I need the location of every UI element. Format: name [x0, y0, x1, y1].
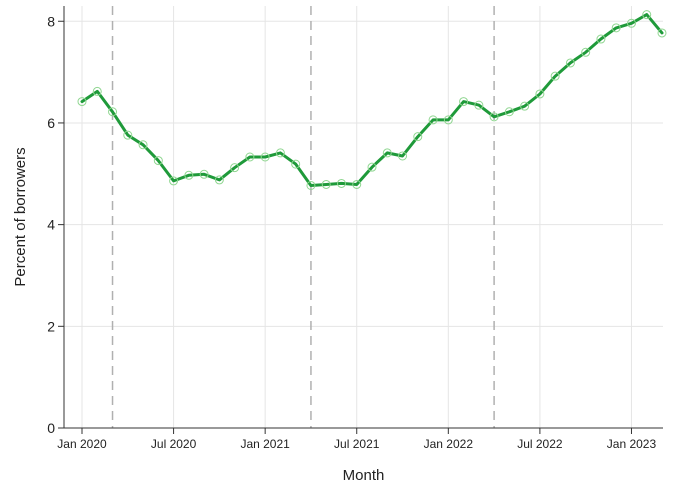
data-point — [291, 159, 301, 169]
data-point — [214, 175, 224, 185]
data-point — [520, 101, 530, 111]
axes: 0 2 4 6 8 Jan 2020 Jul 2020 Jan 2021 Jul 2021 Jan… — [47, 6, 663, 451]
data-point — [184, 170, 194, 180]
x-tick-label: Jul 2020 — [151, 437, 197, 451]
data-point — [336, 178, 346, 188]
x-tick-label: Jul 2021 — [334, 437, 380, 451]
y-tick-label: 8 — [47, 13, 55, 29]
data-point — [138, 140, 148, 150]
data-point — [260, 152, 270, 162]
data-point — [489, 112, 499, 122]
data-point — [92, 86, 102, 96]
x-tick-label: Jan 2023 — [607, 437, 657, 451]
data-point — [459, 97, 469, 107]
y-tick-label: 2 — [47, 318, 55, 334]
data-point — [611, 23, 621, 33]
data-point — [352, 179, 362, 189]
data-point — [474, 100, 484, 110]
data-point — [657, 28, 667, 38]
data-point — [550, 71, 560, 81]
x-tick-label: Jan 2020 — [57, 437, 107, 451]
data-point — [306, 180, 316, 190]
y-tick-label: 4 — [47, 217, 55, 233]
reference-lines — [111, 6, 495, 428]
data-point — [642, 10, 652, 20]
data-point — [245, 152, 255, 162]
data-point — [275, 148, 285, 158]
data-point — [382, 148, 392, 158]
data-point — [504, 107, 514, 117]
data-point — [77, 97, 87, 107]
data-point — [398, 151, 408, 161]
data-point — [123, 130, 133, 140]
data-point — [565, 58, 575, 68]
data-point — [108, 107, 118, 117]
x-tick-label: Jan 2022 — [424, 437, 474, 451]
data-point — [321, 179, 331, 189]
data-point — [535, 89, 545, 99]
y-axis-title: Percent of borrowers — [12, 147, 29, 286]
data-point — [199, 169, 209, 179]
series-line — [80, 13, 664, 187]
data-point — [367, 162, 377, 172]
data-point — [153, 156, 163, 166]
x-tick-label: Jul 2022 — [517, 437, 563, 451]
x-tick-label: Jan 2021 — [240, 437, 290, 451]
data-point — [413, 132, 423, 142]
series — [77, 10, 667, 190]
data-point — [230, 163, 240, 173]
data-point — [169, 176, 179, 186]
gridlines — [64, 6, 663, 429]
y-tick-label: 6 — [47, 115, 55, 131]
data-point — [596, 34, 606, 44]
data-point — [581, 47, 591, 57]
data-point — [428, 115, 438, 125]
y-tick-label: 0 — [47, 420, 55, 436]
x-axis-title: Month — [343, 467, 385, 484]
data-point — [626, 18, 636, 28]
data-point — [443, 115, 453, 125]
